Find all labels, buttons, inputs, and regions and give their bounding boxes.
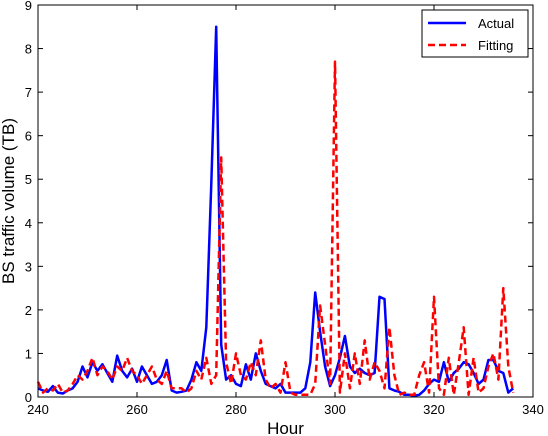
series-line-fitting	[36, 60, 515, 397]
legend-label-fitting: Fitting	[478, 38, 513, 53]
y-tick-label: 6	[25, 129, 32, 144]
y-tick-label: 3	[25, 259, 32, 274]
y-axis-label: BS traffic volume (TB)	[0, 118, 18, 284]
y-tick-label: 4	[25, 216, 32, 231]
series-layer	[36, 25, 515, 397]
y-tick-label: 2	[25, 303, 32, 318]
x-tick-label: 240	[27, 402, 49, 417]
legend: Actual Fitting	[421, 9, 529, 58]
x-tick-label: 300	[324, 402, 346, 417]
y-tick-label: 1	[25, 346, 32, 361]
x-axis-label: Hour	[267, 419, 304, 436]
series-line-actual	[37, 25, 515, 397]
y-tick-label: 9	[25, 0, 32, 13]
x-tick-label: 320	[423, 402, 445, 417]
legend-label-actual: Actual	[478, 16, 514, 31]
plot-area	[38, 5, 533, 397]
x-tick-label: 340	[522, 402, 544, 417]
plot-frame	[37, 4, 534, 398]
y-tick-label: 7	[25, 85, 32, 100]
x-tick-label: 280	[225, 402, 247, 417]
y-tick-label: 8	[25, 42, 32, 57]
legend-box	[421, 9, 529, 58]
y-tick-label: 5	[25, 172, 32, 187]
x-tick-label: 260	[126, 402, 148, 417]
ticks-layer: 240 260 280 300 320 340 0 1 2 3 4 5 6 7 8 9	[25, 0, 544, 417]
y-tick-label: 0	[25, 390, 32, 405]
